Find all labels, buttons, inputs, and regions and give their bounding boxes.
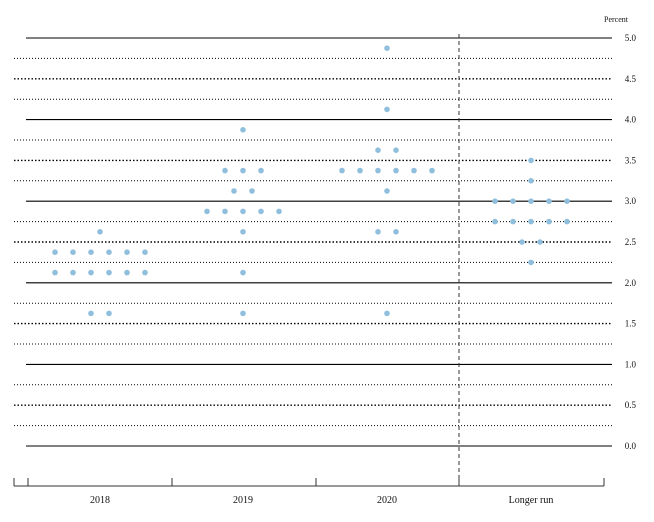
dot-2018 [142,249,148,255]
dot-2020 [411,167,417,174]
x-category-label: 2019 [233,495,253,506]
x-axis: 2018 2019 2020 Longer run [13,478,605,506]
dot-2018 [70,249,76,255]
dot-2018 [88,249,94,255]
dot-2018 [52,269,58,276]
dot-2020 [393,229,399,235]
dot-longer-run [510,198,516,204]
dots [52,45,570,317]
x-category-label: 2020 [377,495,397,506]
dot-2019 [276,208,282,215]
dot-2019 [240,229,246,235]
dot-2018 [124,269,130,276]
dot-2018 [106,269,112,276]
dot-2020 [375,229,381,235]
dot-longer-run [510,218,516,225]
dot-2018 [88,269,94,276]
dot-2020 [384,106,390,113]
dot-longer-run [528,218,534,225]
dot-2020 [393,147,399,153]
x-category-label: Longer run [509,495,554,506]
dot-2018 [97,229,103,235]
y-tick-label: 0.5 [625,400,637,410]
dot-2019 [222,167,228,174]
dot-2018 [124,249,130,255]
dot-2018 [106,249,112,255]
dot-2018 [106,310,112,317]
dot-2019 [240,127,246,133]
dot-longer-run [519,239,525,245]
y-tick-labels: 5.0 4.5 4.0 3.5 3.0 2.5 2.0 1.5 1.0 0.5 0.0 [625,33,637,451]
x-category-label: 2018 [90,495,110,506]
dot-longer-run [564,198,570,204]
y-tick-label: 5.0 [625,33,637,43]
dot-2019 [222,208,228,215]
dot-2019 [231,188,237,194]
dot-2018 [52,249,58,255]
y-tick-label: 3.5 [625,155,637,165]
y-tick-label: 4.5 [625,74,637,84]
dot-2019 [240,167,246,174]
dot-2020 [375,147,381,153]
dot-longer-run [564,218,570,225]
dot-longer-run [528,259,534,266]
dot-longer-run [546,218,552,225]
dot-2019 [240,269,246,276]
dot-2019 [258,167,264,174]
y-tick-label: 3.0 [625,196,637,206]
dot-longer-run [528,198,534,204]
dot-2020 [429,167,435,174]
dot-2018 [88,310,94,317]
dot-2020 [357,167,363,174]
y-tick-label: 2.5 [625,237,637,247]
unit-label: Percent [604,15,629,24]
gridlines [14,37,612,447]
dot-longer-run [492,198,498,204]
dot-longer-run [546,198,552,204]
dot-2018 [70,269,76,276]
y-tick-label: 0.0 [625,441,637,451]
dot-2019 [204,208,210,215]
dot-longer-run [528,178,534,184]
dot-2019 [249,188,255,194]
y-tick-label: 1.5 [625,319,637,329]
dot-longer-run [537,239,543,245]
dot-longer-run [528,157,534,164]
dot-2020 [339,167,345,174]
dot-2020 [375,167,381,174]
dot-2019 [240,208,246,215]
dot-2019 [258,208,264,215]
dot-2020 [384,188,390,194]
dot-2020 [384,45,390,51]
dot-2019 [240,310,246,317]
dot-2020 [384,310,390,317]
dot-longer-run [492,218,498,225]
y-tick-label: 4.0 [625,115,637,125]
dot-2020 [393,167,399,174]
y-tick-label: 1.0 [625,359,637,369]
dot-2018 [142,269,148,276]
y-tick-label: 2.0 [625,278,637,288]
